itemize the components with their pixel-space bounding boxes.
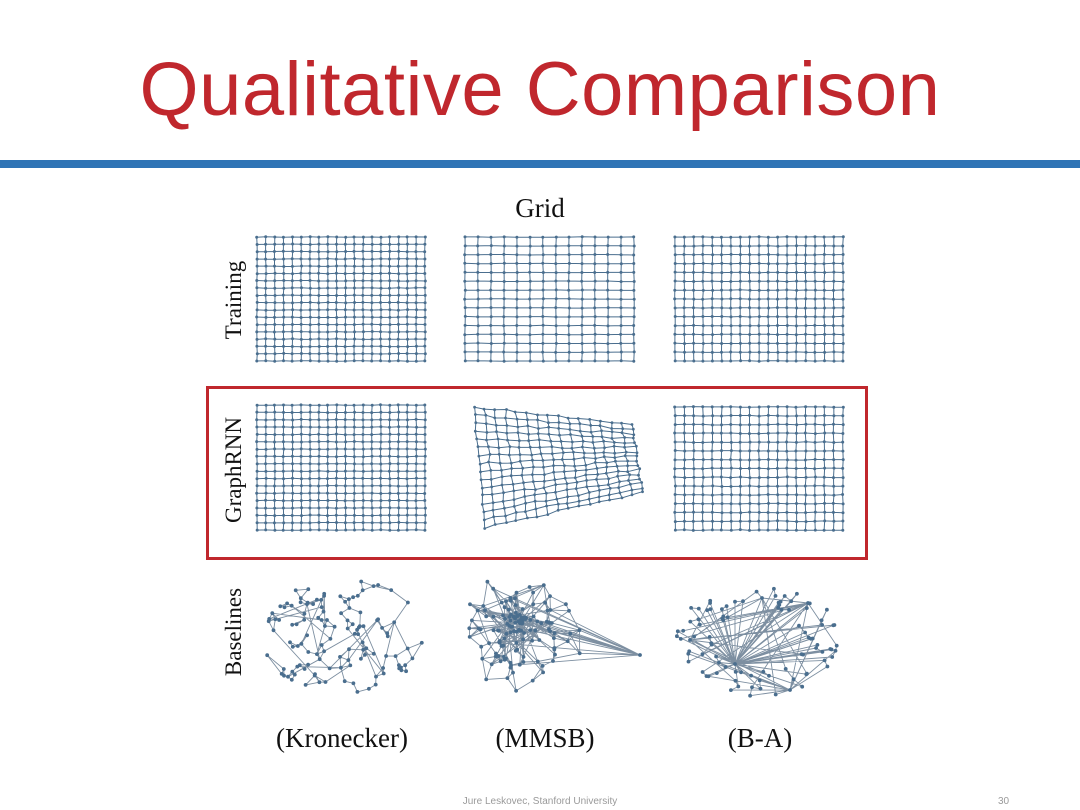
baseline-ba-graph — [675, 586, 839, 698]
row-label-training: Training — [221, 260, 246, 340]
column-label-mmsb: (MMSB) — [495, 723, 595, 753]
row-label-baselines: Baselines — [221, 587, 246, 677]
training-grid-1 — [463, 235, 636, 363]
graphrnn-grid-2 — [673, 405, 845, 532]
column-label-kronecker: (Kronecker) — [276, 723, 408, 753]
row-label-graphrnn: GraphRNN — [221, 416, 246, 524]
page-number: 30 — [998, 796, 1010, 807]
footer-credit: Jure Leskovec, Stanford University — [462, 796, 618, 807]
graphrnn-grid-0 — [255, 403, 427, 532]
training-grid-2 — [673, 235, 845, 363]
training-grid-0 — [255, 235, 427, 363]
figure-title: Grid — [515, 193, 565, 223]
slide-title: Qualitative Comparison — [139, 47, 941, 132]
graphrnn-grid-1 — [473, 405, 644, 530]
baseline-kronecker-graph — [265, 579, 424, 694]
column-label-ba: (B-A) — [727, 723, 793, 753]
baseline-mmsb-graph — [467, 579, 642, 693]
title-divider — [0, 160, 1080, 168]
graphrnn-highlight-box — [206, 386, 868, 560]
